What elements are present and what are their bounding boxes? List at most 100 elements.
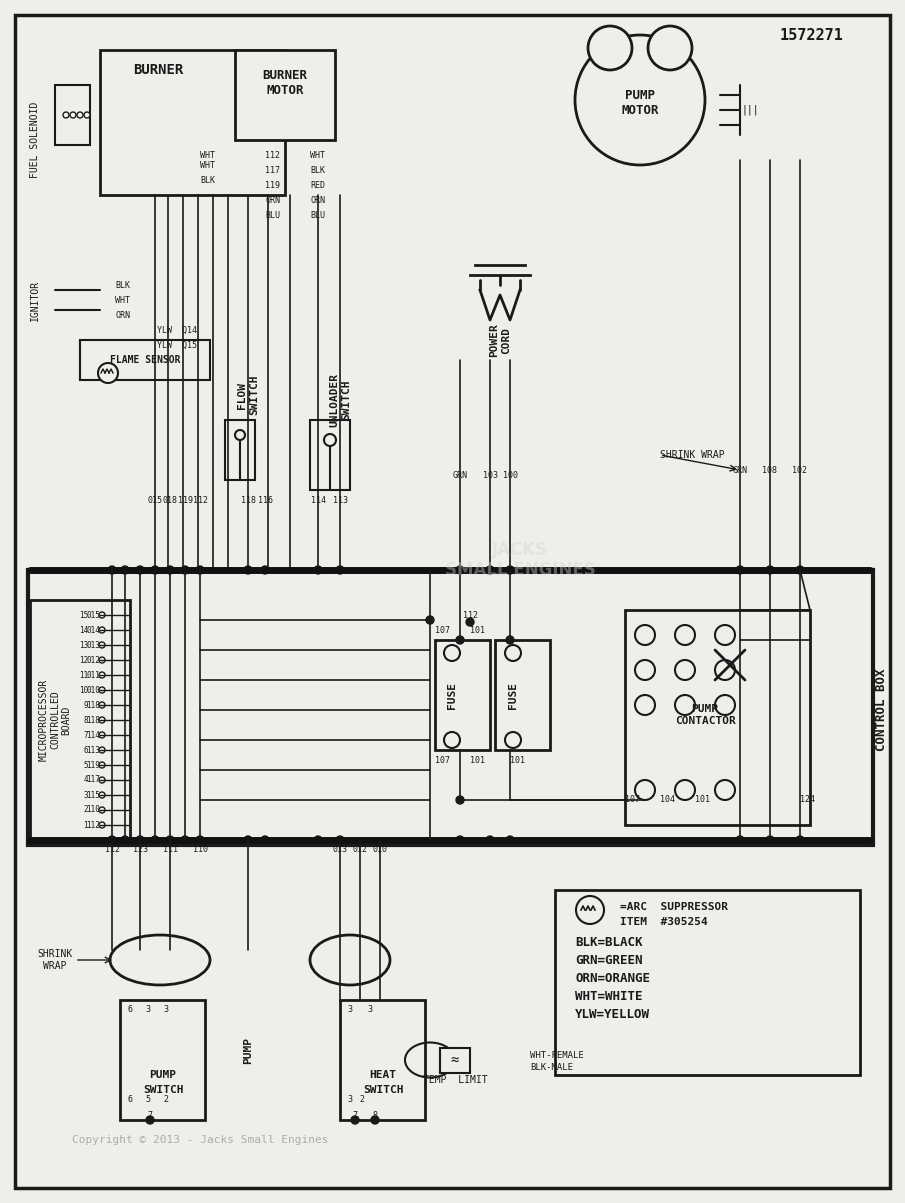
Text: =ARC  SUPPRESSOR: =ARC SUPPRESSOR: [620, 902, 728, 912]
Text: 10: 10: [79, 686, 88, 694]
Circle shape: [675, 626, 695, 645]
Circle shape: [99, 792, 105, 798]
Text: 118: 118: [86, 716, 100, 724]
Text: BURNER: BURNER: [262, 69, 308, 82]
Text: 4: 4: [83, 776, 88, 784]
Text: YLW  Q15: YLW Q15: [157, 340, 197, 350]
Text: 117: 117: [86, 776, 100, 784]
Bar: [495, 640, 550, 749]
Text: 118: 118: [241, 496, 255, 504]
Circle shape: [244, 565, 252, 574]
Circle shape: [244, 836, 252, 845]
Circle shape: [84, 112, 90, 118]
Circle shape: [715, 695, 735, 715]
Text: MOTOR: MOTOR: [266, 83, 304, 96]
Text: FUSE: FUSE: [447, 682, 457, 709]
Text: 108: 108: [763, 466, 777, 474]
Text: 7: 7: [148, 1110, 153, 1120]
Bar: [235, 51, 335, 140]
Text: 113: 113: [332, 496, 348, 504]
Circle shape: [151, 836, 159, 845]
Text: FUSE: FUSE: [508, 682, 518, 709]
Text: WHT: WHT: [200, 160, 215, 170]
Circle shape: [456, 565, 464, 574]
Circle shape: [99, 703, 105, 709]
Circle shape: [99, 822, 105, 828]
Text: BURNER: BURNER: [133, 63, 183, 77]
Circle shape: [77, 112, 83, 118]
Bar: [340, 1000, 425, 1120]
Circle shape: [146, 1116, 154, 1124]
Text: 107: 107: [625, 795, 640, 805]
Text: 7: 7: [83, 730, 88, 740]
Circle shape: [151, 565, 159, 574]
Circle shape: [371, 1116, 379, 1124]
Circle shape: [261, 836, 269, 845]
Circle shape: [575, 35, 705, 165]
Text: 114: 114: [310, 496, 326, 504]
Text: Copyright © 2013 - Jacks Small Engines: Copyright © 2013 - Jacks Small Engines: [71, 1134, 329, 1145]
Circle shape: [576, 896, 604, 924]
Text: PUMP
CONTACTOR: PUMP CONTACTOR: [674, 704, 736, 725]
Text: WHT: WHT: [200, 150, 215, 160]
Circle shape: [648, 26, 692, 70]
Circle shape: [351, 1116, 359, 1124]
Text: 101: 101: [470, 755, 485, 764]
Text: 014: 014: [86, 626, 100, 634]
Circle shape: [505, 645, 521, 660]
Text: 110: 110: [193, 846, 207, 854]
Text: 15: 15: [79, 610, 88, 620]
Circle shape: [444, 731, 460, 748]
Text: GRN: GRN: [452, 470, 468, 480]
Circle shape: [99, 717, 105, 723]
Circle shape: [99, 642, 105, 648]
Text: UNLOADER
SWITCH: UNLOADER SWITCH: [329, 373, 351, 427]
Text: SWITCH: SWITCH: [363, 1085, 404, 1095]
Bar: [100, 51, 285, 195]
Text: 8: 8: [83, 716, 88, 724]
Text: 013: 013: [86, 640, 100, 650]
Circle shape: [675, 780, 695, 800]
Bar: [440, 1048, 470, 1073]
Text: WHT: WHT: [115, 296, 130, 304]
Text: 6: 6: [128, 1096, 132, 1104]
Circle shape: [63, 112, 69, 118]
Text: 114: 114: [86, 730, 100, 740]
Text: BLU: BLU: [265, 211, 280, 219]
Text: GRN=GREEN: GRN=GREEN: [575, 954, 643, 966]
Circle shape: [166, 836, 174, 845]
Text: 6: 6: [128, 1006, 132, 1014]
Circle shape: [108, 836, 116, 845]
Circle shape: [166, 565, 174, 574]
Text: 3: 3: [348, 1096, 353, 1104]
Circle shape: [99, 807, 105, 813]
Text: HEAT: HEAT: [369, 1069, 396, 1080]
Text: 2: 2: [359, 1096, 365, 1104]
Circle shape: [736, 836, 744, 845]
Text: 124: 124: [800, 795, 815, 805]
Bar: [435, 640, 490, 749]
Circle shape: [196, 836, 204, 845]
Circle shape: [70, 112, 76, 118]
Text: 1: 1: [83, 820, 88, 830]
Text: 012: 012: [86, 656, 100, 664]
Text: 3: 3: [164, 1006, 168, 1014]
Circle shape: [715, 626, 735, 645]
Bar: [30, 600, 130, 840]
Text: 13: 13: [79, 640, 88, 650]
Text: 010: 010: [373, 846, 387, 854]
Circle shape: [99, 777, 105, 783]
Bar: [555, 890, 860, 1075]
Circle shape: [456, 636, 464, 644]
Text: 14: 14: [79, 626, 88, 634]
Circle shape: [796, 565, 804, 574]
Text: WHT=WHITE: WHT=WHITE: [575, 990, 643, 1002]
Text: WHT: WHT: [310, 150, 325, 160]
Text: 7: 7: [353, 1110, 357, 1120]
Text: BLK: BLK: [115, 280, 130, 290]
Text: 117: 117: [265, 166, 280, 174]
Circle shape: [736, 565, 744, 574]
Circle shape: [506, 636, 514, 644]
Text: BLU: BLU: [310, 211, 325, 219]
Text: GRN: GRN: [732, 466, 748, 474]
